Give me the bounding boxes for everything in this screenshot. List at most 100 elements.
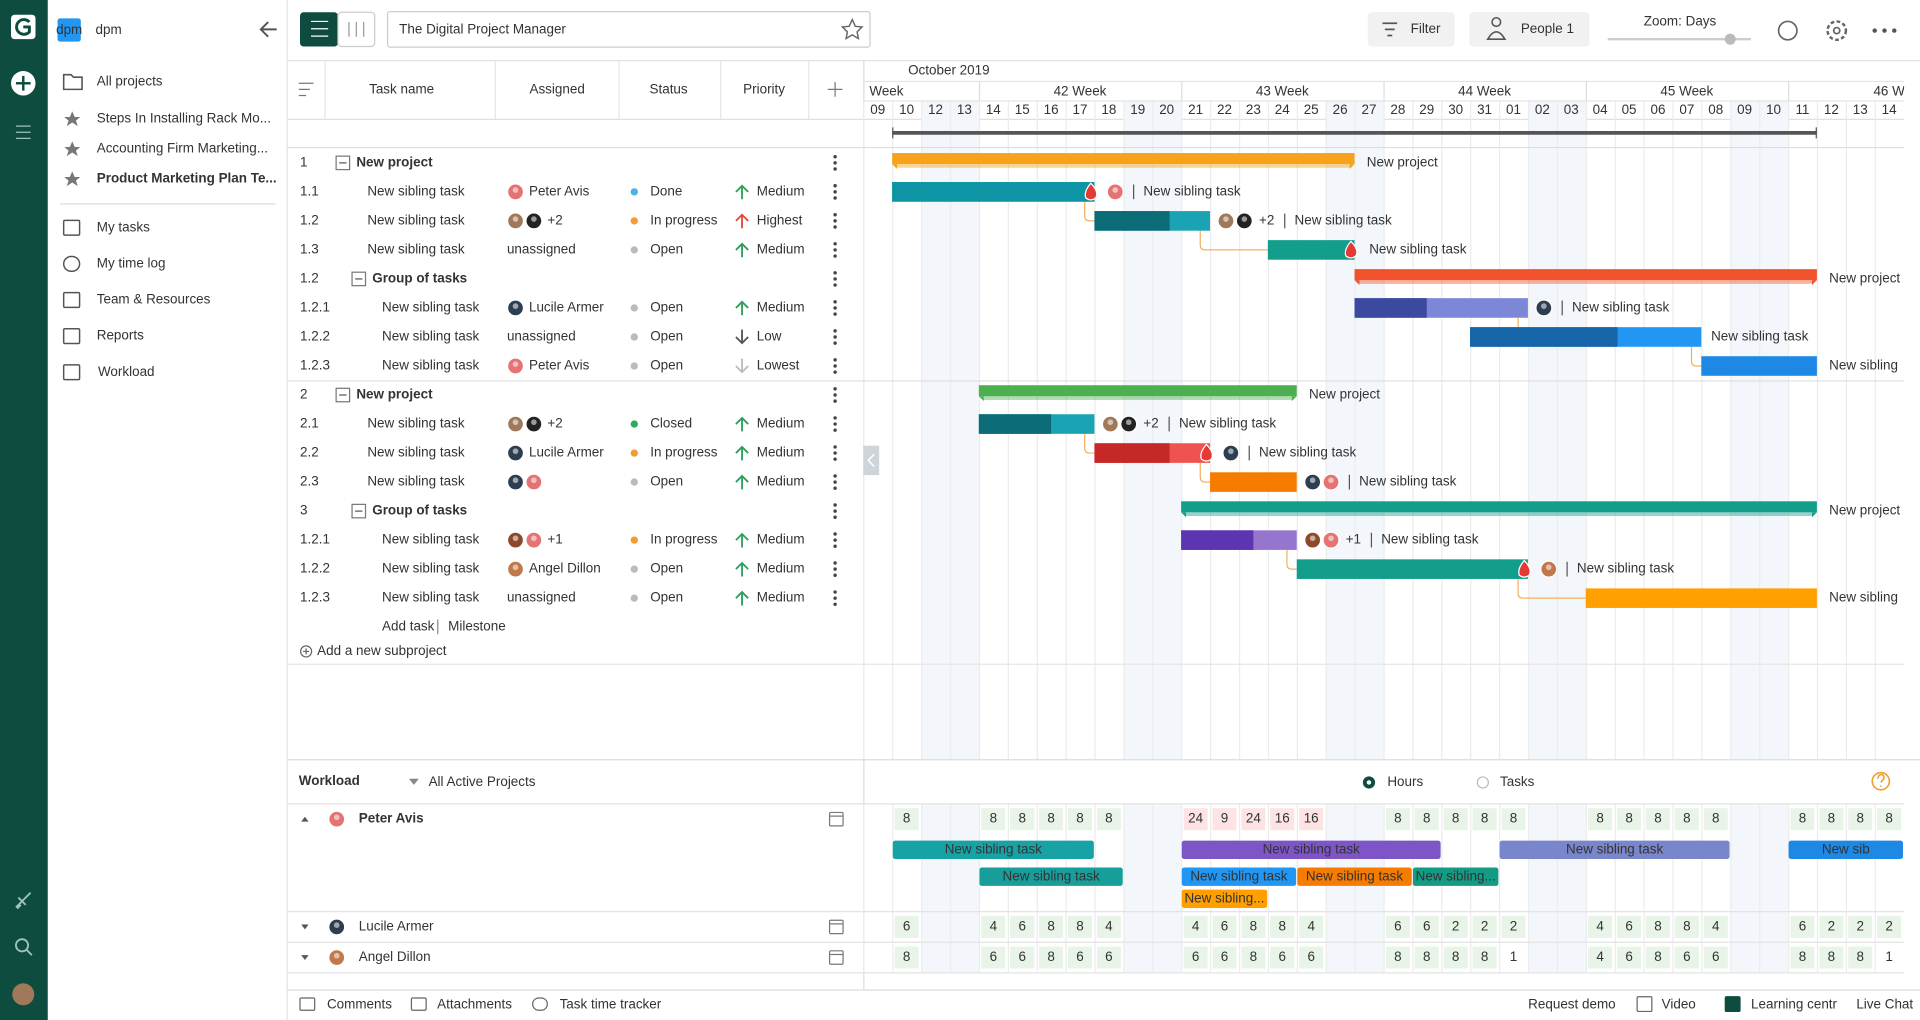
workload-task[interactable] [979,867,1123,886]
hours-value: 8 [1452,811,1459,826]
task-name[interactable]: New sibling task [382,590,479,605]
row-menu [833,532,837,536]
project-bar[interactable] [1354,269,1817,281]
workload-task[interactable] [1788,840,1903,859]
task-name[interactable]: New sibling task [367,416,464,431]
workload-task[interactable] [1499,840,1730,859]
weekend-shade [949,100,979,760]
menu-item[interactable]: Team & Resources [97,292,211,307]
radio-label[interactable]: Tasks [1500,774,1535,789]
collapse-grid-handle[interactable] [863,445,880,476]
footer-link[interactable]: Live Chat [1856,996,1913,1011]
assignee: Peter Avis [529,358,590,373]
favorite-project[interactable]: Accounting Firm Marketing... [97,140,268,155]
hours-value: 4 [1105,919,1113,934]
favorite-project[interactable]: Steps In Installing Rack Mo... [97,110,271,125]
dependency-link [1199,462,1211,483]
calendar-icon[interactable] [828,811,844,827]
task-name[interactable]: New sibling task [382,532,479,547]
month-label: October 2019 [908,63,990,78]
more-icon [1872,28,1877,33]
task-name[interactable]: New sibling task [367,474,464,489]
people-button[interactable] [1469,12,1590,47]
task-name[interactable]: New sibling task [382,561,479,576]
task-name[interactable]: New sibling task [367,212,464,227]
task-bar[interactable] [1210,472,1297,492]
expand-caret[interactable] [301,924,309,930]
bar-label: New sibling task [1711,329,1808,344]
task-name[interactable]: Group of tasks [372,271,467,286]
hours-value: 8 [1857,949,1864,964]
weekend-shade [1527,804,1557,973]
hours-value: 8 [1654,811,1661,826]
bar-assignee: +2 [1143,416,1158,431]
task-name[interactable]: New sibling task [367,241,464,256]
more-icon [1892,28,1897,33]
footer-link[interactable]: Comments [327,996,392,1011]
task-bar[interactable] [1585,588,1817,608]
project-bar[interactable] [892,153,1355,165]
add-subproject-link[interactable]: Add a new subproject [317,643,447,658]
collapse-sidebar-icon[interactable] [259,21,277,38]
all-projects-link[interactable]: All projects [97,74,163,89]
hours-cell [1299,808,1324,831]
task-name[interactable]: New sibling task [367,183,464,198]
task-name[interactable]: Group of tasks [372,503,467,518]
menu-item[interactable]: My tasks [97,219,150,234]
weekend-shade [1556,804,1586,973]
task-name[interactable]: New project [356,154,433,169]
help-icon [1871,771,1891,791]
workload-task-label: New sibling... [1416,868,1496,883]
hours-value: 1 [1510,949,1517,964]
row-menu [833,190,837,194]
star-icon [64,141,81,157]
workload-filter[interactable]: All Active Projects [429,774,536,789]
milestone-link[interactable]: Milestone [448,619,506,634]
assignee: +1 [547,532,562,547]
favorite-star[interactable] [840,17,864,41]
add-task-link[interactable]: Add task [382,619,435,634]
weekend-shade [1730,100,1760,760]
user-avatar [12,983,35,1006]
workload-task[interactable] [1181,840,1441,859]
task-bar[interactable] [1267,240,1355,260]
workload-task[interactable] [1297,867,1412,886]
task-name[interactable]: New sibling task [367,445,464,460]
filter-button[interactable] [1367,12,1455,47]
zoom-label: Zoom: Days [1644,14,1717,29]
task-bar[interactable] [1296,559,1528,579]
footer-link[interactable]: Request demo [1528,996,1616,1011]
footer-link[interactable]: Task time tracker [560,996,662,1011]
task-name[interactable]: New sibling task [382,358,479,373]
project-bar[interactable] [1181,501,1817,513]
row-number: 1.2 [300,271,319,286]
workload-task[interactable] [1181,889,1268,908]
hours-cell [1501,915,1526,938]
menu-item[interactable]: My time log [97,255,166,270]
favorite-project[interactable]: Product Marketing Plan Te... [97,170,277,185]
task-name[interactable]: New sibling task [382,329,479,344]
footer-link[interactable]: Attachments [437,996,512,1011]
footer-link[interactable]: Learning centr [1751,996,1838,1011]
workload-task[interactable] [1181,867,1297,886]
day-label: 26 [1333,102,1348,117]
calendar-icon[interactable] [828,919,844,935]
workload-task[interactable] [1412,867,1499,886]
expand-caret[interactable] [301,816,309,822]
calendar-icon[interactable] [828,950,844,965]
radio-label[interactable]: Hours [1387,774,1423,789]
menu-item[interactable]: Reports [97,328,144,343]
project-bar[interactable] [978,385,1297,397]
avatar-face [1309,477,1316,484]
avatar-face [512,564,519,571]
status-dot [630,304,638,312]
task-bar[interactable] [1701,356,1817,376]
expand-caret[interactable] [301,955,309,960]
task-name[interactable]: New project [356,387,433,402]
row-menu [833,364,837,368]
task-name[interactable]: New sibling task [382,300,479,315]
workload-task[interactable] [892,840,1094,859]
footer-link[interactable]: Video [1662,996,1696,1011]
zoom-knob[interactable] [1724,33,1736,45]
menu-item[interactable]: Workload [98,364,155,379]
